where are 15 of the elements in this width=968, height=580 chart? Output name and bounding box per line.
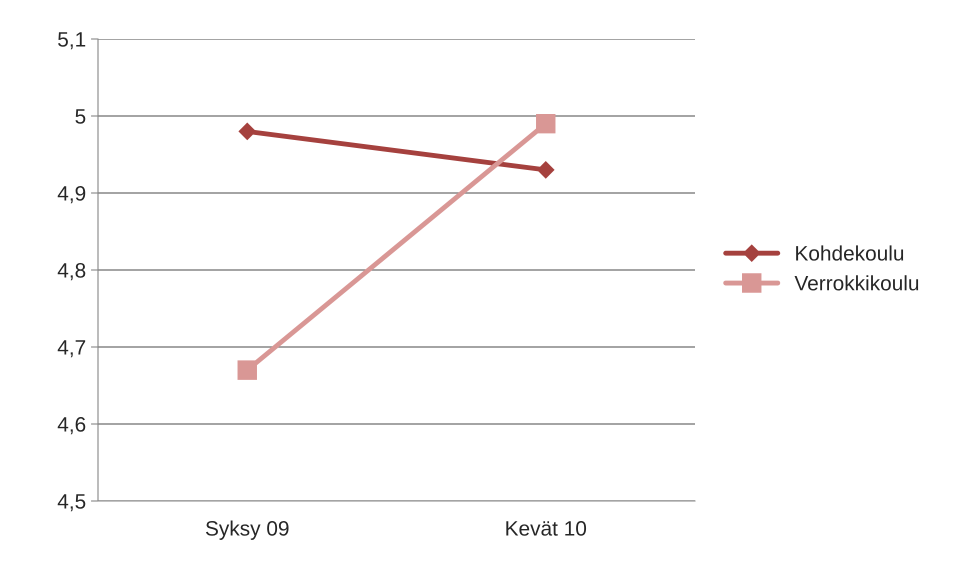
y-tick-label: 4,8 xyxy=(58,263,86,280)
legend-label: Verrokkikoulu xyxy=(794,275,918,291)
y-tick-label: 5 xyxy=(75,109,86,124)
y-tick-label: 5,1 xyxy=(58,32,86,50)
point xyxy=(536,114,556,134)
point xyxy=(536,161,555,179)
point xyxy=(238,122,256,140)
legend-label: Kohdekoulu xyxy=(796,245,904,261)
y-tick-label: 4,9 xyxy=(58,186,86,204)
point xyxy=(238,360,257,380)
y-tick-label: 4,7 xyxy=(58,340,86,358)
y-tick-label: 4,5 xyxy=(58,494,86,512)
x-tick-label: Syksy 09 xyxy=(206,520,289,540)
y-tick-label: 4,6 xyxy=(58,417,86,434)
x-tick-label: Kevät 10 xyxy=(506,520,586,536)
